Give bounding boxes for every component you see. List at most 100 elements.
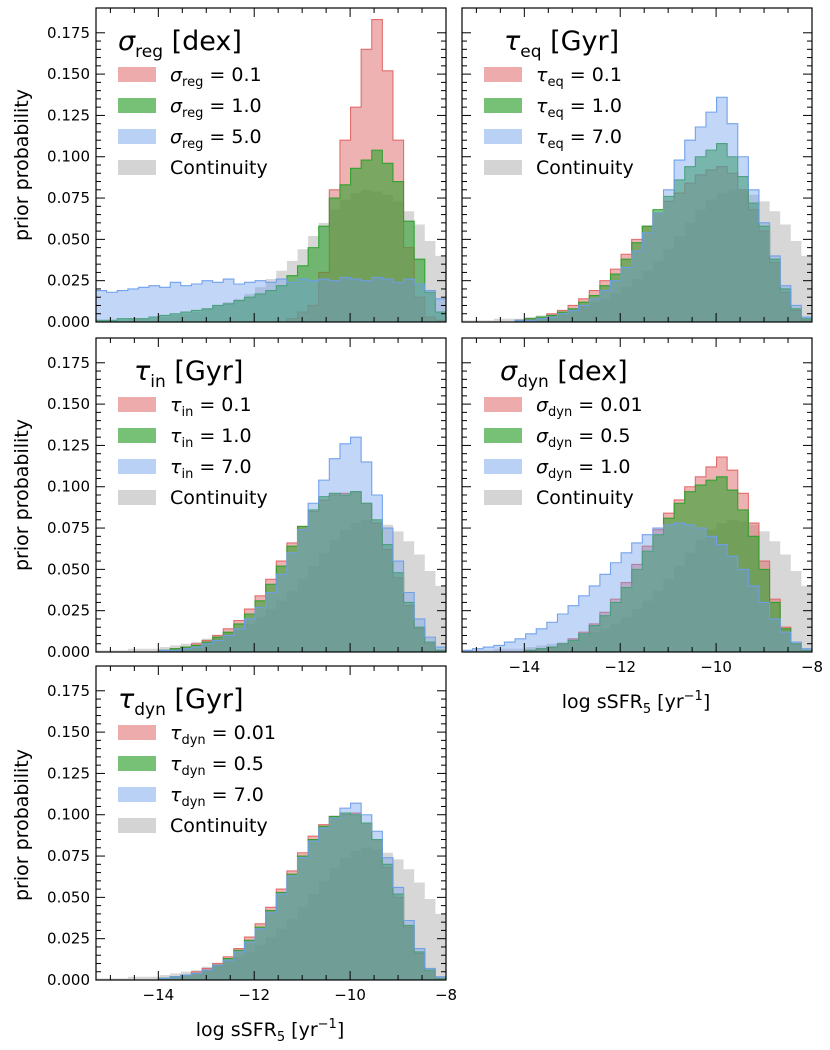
legend-label-series2: σreg = 1.0	[170, 95, 262, 121]
legend-swatch-series1	[484, 397, 522, 412]
ytick-label: 0.125	[47, 436, 90, 454]
legend-label-series2: τin = 1.0	[170, 425, 252, 451]
ytick-label: 0.100	[47, 478, 90, 496]
legend-swatch-series2	[484, 98, 522, 113]
xtick-label: −8	[801, 658, 823, 676]
legend-label-series1: σdyn = 0.01	[536, 394, 643, 420]
ytick-label: 0.075	[47, 519, 90, 537]
panel-tau_eq: τeq [Gyr]τeq = 0.1 τeq = 1.0 τeq = 7.0 Cont…	[461, 7, 813, 323]
ytick-label: 0.000	[47, 313, 90, 331]
legend-swatch-series3	[118, 787, 156, 802]
ytick-label: 0.050	[47, 560, 90, 578]
ytick-label: 0.150	[47, 395, 90, 413]
legend-label-series1: τin = 0.1	[170, 394, 252, 420]
legend-label-series3: τdyn = 7.0	[170, 784, 264, 810]
plot-area	[96, 802, 446, 980]
legend-swatch-continuity	[118, 160, 156, 175]
xtick-label: −14	[143, 986, 175, 1004]
ytick-label: 0.125	[47, 764, 90, 782]
legend-label-series3: τin = 7.0	[170, 456, 252, 482]
ytick-label: 0.175	[47, 354, 90, 372]
legend-label-series3: τeq = 7.0	[536, 126, 622, 152]
xlabel-left: log sSFR5 [yr−1]	[196, 1017, 344, 1045]
xtick-label: −14	[509, 658, 541, 676]
legend-swatch-series2	[484, 428, 522, 443]
ytick-label: 0.025	[47, 272, 90, 290]
hist-series3	[462, 522, 812, 652]
legend-label-continuity: Continuity	[536, 157, 634, 179]
legend-swatch-series3	[484, 129, 522, 144]
legend-label-continuity: Continuity	[170, 815, 268, 837]
legend-swatch-series1	[118, 397, 156, 412]
panels: 0.000 0.025 0.050 0.075 0.100 0.125 0.150 0.175…	[47, 7, 823, 1004]
hist-series3	[462, 96, 812, 322]
legend-label-continuity: Continuity	[170, 487, 268, 509]
legend-label-series1: τdyn = 0.01	[170, 722, 276, 748]
xlabel-right: log sSFR5 [yr−1]	[562, 689, 710, 717]
plot-area	[96, 436, 446, 652]
ytick-label: 0.050	[47, 888, 90, 906]
legend-swatch-series1	[118, 67, 156, 82]
ylabel-row-2: prior probability	[11, 419, 33, 571]
legend-label-series2: τeq = 1.0	[536, 95, 622, 121]
legend-swatch-continuity	[484, 160, 522, 175]
legend: σreg = 0.1 σreg = 1.0 σreg = 5.0 Continuity	[118, 64, 268, 179]
panel-title: τin [Gyr]	[134, 356, 243, 392]
xtick-label: −10	[700, 658, 732, 676]
ytick-label: 0.000	[47, 643, 90, 661]
legend-label-series3: σreg = 5.0	[170, 126, 262, 152]
legend-swatch-continuity	[118, 490, 156, 505]
legend-swatch-series3	[118, 129, 156, 144]
ytick-label: 0.125	[47, 106, 90, 124]
ytick-label: 0.050	[47, 230, 90, 248]
panel-title: τdyn [Gyr]	[118, 684, 244, 720]
xtick-label: −8	[435, 986, 457, 1004]
ytick-label: 0.100	[47, 806, 90, 824]
legend-swatch-series3	[118, 459, 156, 474]
ytick-label: 0.175	[47, 682, 90, 700]
legend: τin = 0.1 τin = 1.0 τin = 7.0 Continuity	[118, 394, 268, 509]
ytick-label: 0.000	[47, 971, 90, 989]
legend-swatch-series2	[118, 98, 156, 113]
legend-label-series3: σdyn = 1.0	[536, 456, 630, 482]
legend-label-continuity: Continuity	[536, 487, 634, 509]
legend: σdyn = 0.01 σdyn = 0.5 σdyn = 1.0 Continuit…	[484, 394, 643, 509]
panel-sigma_reg: 0.000 0.025 0.050 0.075 0.100 0.125 0.150 0.175…	[47, 7, 447, 331]
legend-label-continuity: Continuity	[170, 157, 268, 179]
plot-area	[462, 456, 812, 652]
xtick-label: −10	[334, 986, 366, 1004]
panel-title: σdyn [dex]	[500, 356, 628, 392]
ylabel-row-1: prior probability	[11, 89, 33, 241]
ytick-label: 0.075	[47, 847, 90, 865]
ytick-label: 0.175	[47, 24, 90, 42]
ytick-label: 0.025	[47, 930, 90, 948]
plot-area	[462, 96, 812, 322]
xtick-label: −12	[238, 986, 270, 1004]
hist-series3	[96, 802, 446, 980]
ylabel-row-3: prior probability	[11, 749, 33, 901]
panel-title: τeq [Gyr]	[504, 26, 619, 62]
panel-tau_in: 0.000 0.025 0.050 0.075 0.100 0.125 0.150 0.175…	[47, 337, 447, 661]
ytick-label: 0.150	[47, 723, 90, 741]
ytick-label: 0.075	[47, 189, 90, 207]
legend-swatch-series1	[484, 67, 522, 82]
plot-area	[96, 19, 446, 322]
hist-series3	[96, 276, 446, 322]
legend-swatch-series3	[484, 459, 522, 474]
ytick-label: 0.100	[47, 148, 90, 166]
legend-swatch-series2	[118, 756, 156, 771]
legend-swatch-continuity	[484, 490, 522, 505]
panel-tau_dyn: 0.000 0.025 0.050 0.075 0.100 0.125 0.150 0.175…	[47, 665, 457, 1004]
legend-label-series2: τdyn = 0.5	[170, 753, 264, 779]
legend-label-series1: τeq = 0.1	[536, 64, 622, 90]
legend-label-series1: σreg = 0.1	[170, 64, 262, 90]
xtick-label: −12	[604, 658, 636, 676]
legend: τeq = 0.1 τeq = 1.0 τeq = 7.0 Continuity	[484, 64, 634, 179]
legend-swatch-series2	[118, 428, 156, 443]
legend: τdyn = 0.01 τdyn = 0.5 τdyn = 7.0 Continuit…	[118, 722, 276, 837]
legend-swatch-continuity	[118, 818, 156, 833]
legend-swatch-series1	[118, 725, 156, 740]
panel-title: σreg [dex]	[118, 26, 242, 62]
ytick-label: 0.150	[47, 65, 90, 83]
